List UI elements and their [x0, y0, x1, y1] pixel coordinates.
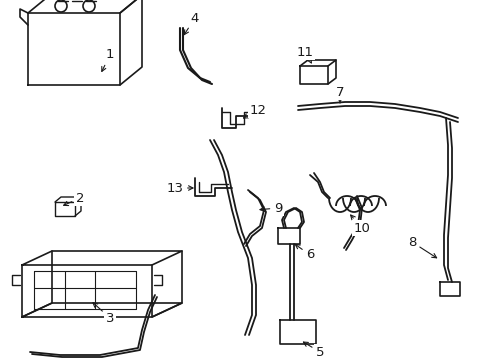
Text: 10: 10	[350, 215, 370, 234]
Text: 1: 1	[102, 49, 114, 71]
Text: 2: 2	[63, 192, 84, 206]
Text: 12: 12	[243, 104, 266, 118]
Text: 5: 5	[303, 342, 324, 359]
Text: 4: 4	[184, 12, 199, 35]
Text: 13: 13	[166, 181, 193, 194]
Text: 6: 6	[295, 244, 314, 261]
Text: 3: 3	[93, 303, 114, 324]
Text: 11: 11	[296, 45, 313, 63]
Text: 8: 8	[407, 235, 436, 258]
Text: 7: 7	[335, 85, 344, 103]
Text: 9: 9	[260, 202, 282, 215]
